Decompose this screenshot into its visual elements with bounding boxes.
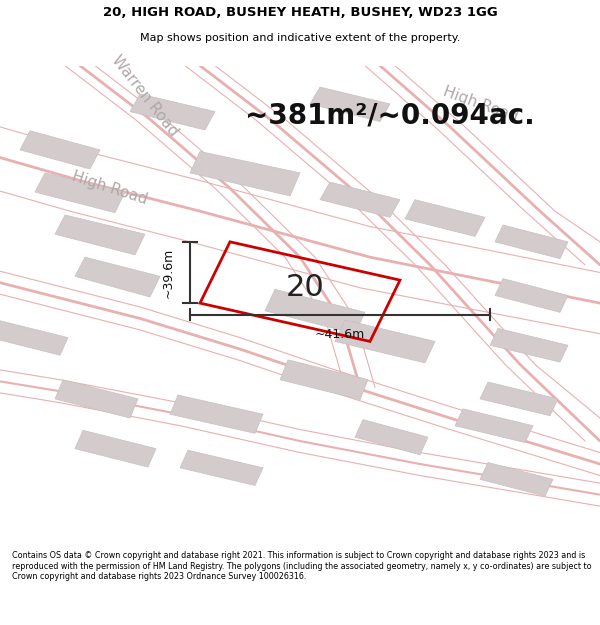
Polygon shape: [335, 320, 435, 363]
Polygon shape: [405, 200, 485, 236]
Polygon shape: [190, 151, 300, 196]
Text: 20, HIGH ROAD, BUSHEY HEATH, BUSHEY, WD23 1GG: 20, HIGH ROAD, BUSHEY HEATH, BUSHEY, WD2…: [103, 6, 497, 19]
Polygon shape: [55, 380, 138, 418]
Polygon shape: [495, 279, 568, 312]
Polygon shape: [20, 131, 100, 169]
Polygon shape: [55, 215, 145, 255]
Polygon shape: [0, 321, 68, 355]
Polygon shape: [495, 225, 568, 259]
Polygon shape: [75, 430, 156, 467]
Polygon shape: [480, 462, 553, 496]
Text: High Road: High Road: [440, 84, 520, 124]
Polygon shape: [130, 94, 215, 130]
Text: ~381m²/~0.094ac.: ~381m²/~0.094ac.: [245, 101, 535, 129]
Text: 20: 20: [286, 273, 325, 302]
Text: Map shows position and indicative extent of the property.: Map shows position and indicative extent…: [140, 33, 460, 43]
Polygon shape: [490, 328, 568, 362]
Polygon shape: [180, 450, 263, 486]
Text: ~39.6m: ~39.6m: [162, 248, 175, 298]
Polygon shape: [35, 173, 125, 213]
Text: High Road: High Road: [70, 169, 149, 208]
Text: Warren Road: Warren Road: [109, 53, 181, 139]
Polygon shape: [480, 382, 558, 416]
Text: ~41.6m: ~41.6m: [315, 328, 365, 341]
Polygon shape: [355, 419, 428, 455]
Polygon shape: [455, 409, 533, 442]
Polygon shape: [320, 182, 400, 218]
Polygon shape: [280, 360, 368, 399]
Polygon shape: [310, 87, 390, 121]
Polygon shape: [265, 289, 365, 334]
Polygon shape: [75, 257, 160, 297]
Text: Contains OS data © Crown copyright and database right 2021. This information is : Contains OS data © Crown copyright and d…: [12, 551, 592, 581]
Polygon shape: [170, 395, 263, 433]
